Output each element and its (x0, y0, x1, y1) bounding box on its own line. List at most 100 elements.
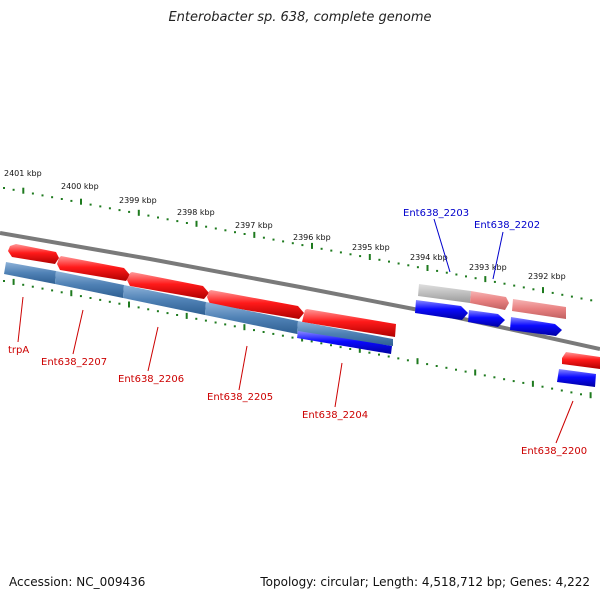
label-ent638-2206[interactable]: Ent638_2206 (118, 374, 184, 385)
scale-minor-tick (397, 262, 400, 265)
scale-major-tick (12, 278, 15, 285)
scale-major-tick (195, 220, 198, 227)
scale-minor-tick (204, 319, 207, 322)
scale-minor-tick (464, 370, 467, 373)
gene-ent638-2203[interactable] (418, 284, 471, 303)
tick-label-2394: 2394 kbp (410, 253, 448, 262)
scale-minor-tick (51, 196, 54, 199)
tick-label-2392: 2392 kbp (528, 272, 566, 281)
scale-labels: 2401 kbp 2400 kbp 2399 kbp 2398 kbp 2397… (4, 169, 566, 281)
tick-label-2397: 2397 kbp (235, 221, 273, 230)
label-trpA[interactable]: trpA (8, 345, 29, 356)
scale-minor-tick (281, 334, 284, 337)
gene-ent638-2202[interactable] (470, 291, 509, 310)
cds-ent638-2203 (415, 300, 468, 320)
scale-minor-tick (590, 299, 593, 302)
label-ent638-2204[interactable]: Ent638_2204 (302, 410, 368, 421)
scale-minor-tick (3, 280, 5, 282)
scale-minor-tick (291, 336, 294, 339)
scale-minor-tick (79, 295, 82, 298)
scale-minor-tick (407, 264, 410, 267)
scale-minor-tick (31, 192, 34, 195)
tick-label-2395: 2395 kbp (352, 243, 390, 252)
scale-minor-tick (31, 285, 34, 288)
upper-scale (3, 187, 593, 302)
red-callouts (17, 296, 574, 444)
scale-minor-tick (310, 340, 313, 343)
tick-label-2400: 2400 kbp (61, 182, 99, 191)
gene-labels: trpA Ent638_2207 Ent638_2206 Ent638_2205… (8, 208, 587, 457)
scale-minor-tick (435, 365, 438, 367)
scale-minor-tick (561, 293, 564, 296)
label-ent638-2200[interactable]: Ent638_2200 (521, 446, 587, 457)
scale-minor-tick (455, 273, 458, 276)
tick-label-2398: 2398 kbp (177, 208, 215, 217)
cds-ent638-2200 (557, 369, 596, 387)
scale-minor-tick (147, 308, 150, 311)
scale-minor-tick (108, 300, 111, 303)
scale-minor-tick (233, 325, 236, 328)
scale-minor-tick (397, 357, 400, 360)
tick-label-2399: 2399 kbp (119, 196, 157, 205)
gene-ent638-2204[interactable] (302, 309, 396, 337)
scale-major-tick (426, 265, 429, 271)
scale-minor-tick (272, 238, 275, 241)
scale-minor-tick (99, 205, 102, 208)
gene-ent638-2206[interactable] (127, 272, 209, 299)
cds-ent638-2201 (510, 317, 562, 336)
scale-minor-tick (262, 236, 265, 239)
scale-minor-tick (378, 353, 380, 356)
scale-minor-tick (22, 283, 25, 286)
scale-minor-tick (3, 187, 5, 189)
gene-ent638-2201[interactable] (512, 299, 566, 319)
scale-minor-tick (156, 310, 159, 313)
gene-ent638-2205[interactable] (207, 290, 304, 319)
scale-major-tick (137, 209, 140, 216)
scale-minor-tick (60, 291, 63, 294)
scale-minor-tick (118, 302, 121, 305)
scale-minor-tick (349, 348, 352, 350)
scale-major-tick (589, 392, 592, 399)
scale-minor-tick (330, 344, 332, 347)
scale-major-tick (311, 242, 313, 249)
cds-trpA (4, 262, 56, 284)
label-ent638-2207[interactable]: Ent638_2207 (41, 357, 107, 368)
scale-minor-tick (214, 321, 217, 324)
scale-minor-tick (436, 269, 439, 272)
scale-minor-tick (465, 275, 467, 278)
blue-callouts (433, 218, 504, 280)
scale-minor-tick (387, 355, 390, 358)
label-ent638-2202[interactable]: Ent638_2202 (474, 220, 540, 231)
label-ent638-2203[interactable]: Ent638_2203 (403, 208, 469, 219)
gene-ent638-2207[interactable] (57, 256, 130, 281)
scale-minor-tick (70, 199, 73, 202)
cds-ent638-2204 (297, 321, 393, 346)
cds-ent638-2207 (55, 271, 124, 298)
label-ent638-2205[interactable]: Ent638_2205 (207, 392, 273, 403)
scale-minor-tick (541, 385, 544, 388)
scale-major-tick (80, 198, 82, 205)
tick-label-2401: 2401 kbp (4, 169, 42, 178)
scale-minor-tick (99, 298, 102, 301)
scale-minor-tick (493, 376, 496, 379)
scale-minor-tick (426, 363, 429, 366)
scale-minor-tick (368, 351, 371, 354)
scale-minor-tick (224, 323, 227, 326)
scale-minor-tick (166, 312, 169, 315)
scale-major-tick (358, 346, 361, 353)
scale-minor-tick (359, 255, 362, 258)
gene-trpA[interactable] (8, 244, 59, 264)
scale-minor-tick (349, 253, 352, 256)
scale-minor-tick (176, 220, 179, 223)
scale-minor-tick (176, 314, 179, 316)
scale-minor-tick (570, 391, 573, 394)
scale-minor-tick (580, 297, 583, 300)
scale-minor-tick (493, 280, 496, 283)
scale-minor-tick (147, 214, 150, 217)
scale-minor-tick (166, 218, 169, 221)
scale-minor-tick (12, 188, 15, 191)
scale-minor-tick (570, 295, 573, 298)
scale-minor-tick (522, 381, 525, 384)
gene-ent638-2200-red[interactable] (562, 352, 600, 369)
